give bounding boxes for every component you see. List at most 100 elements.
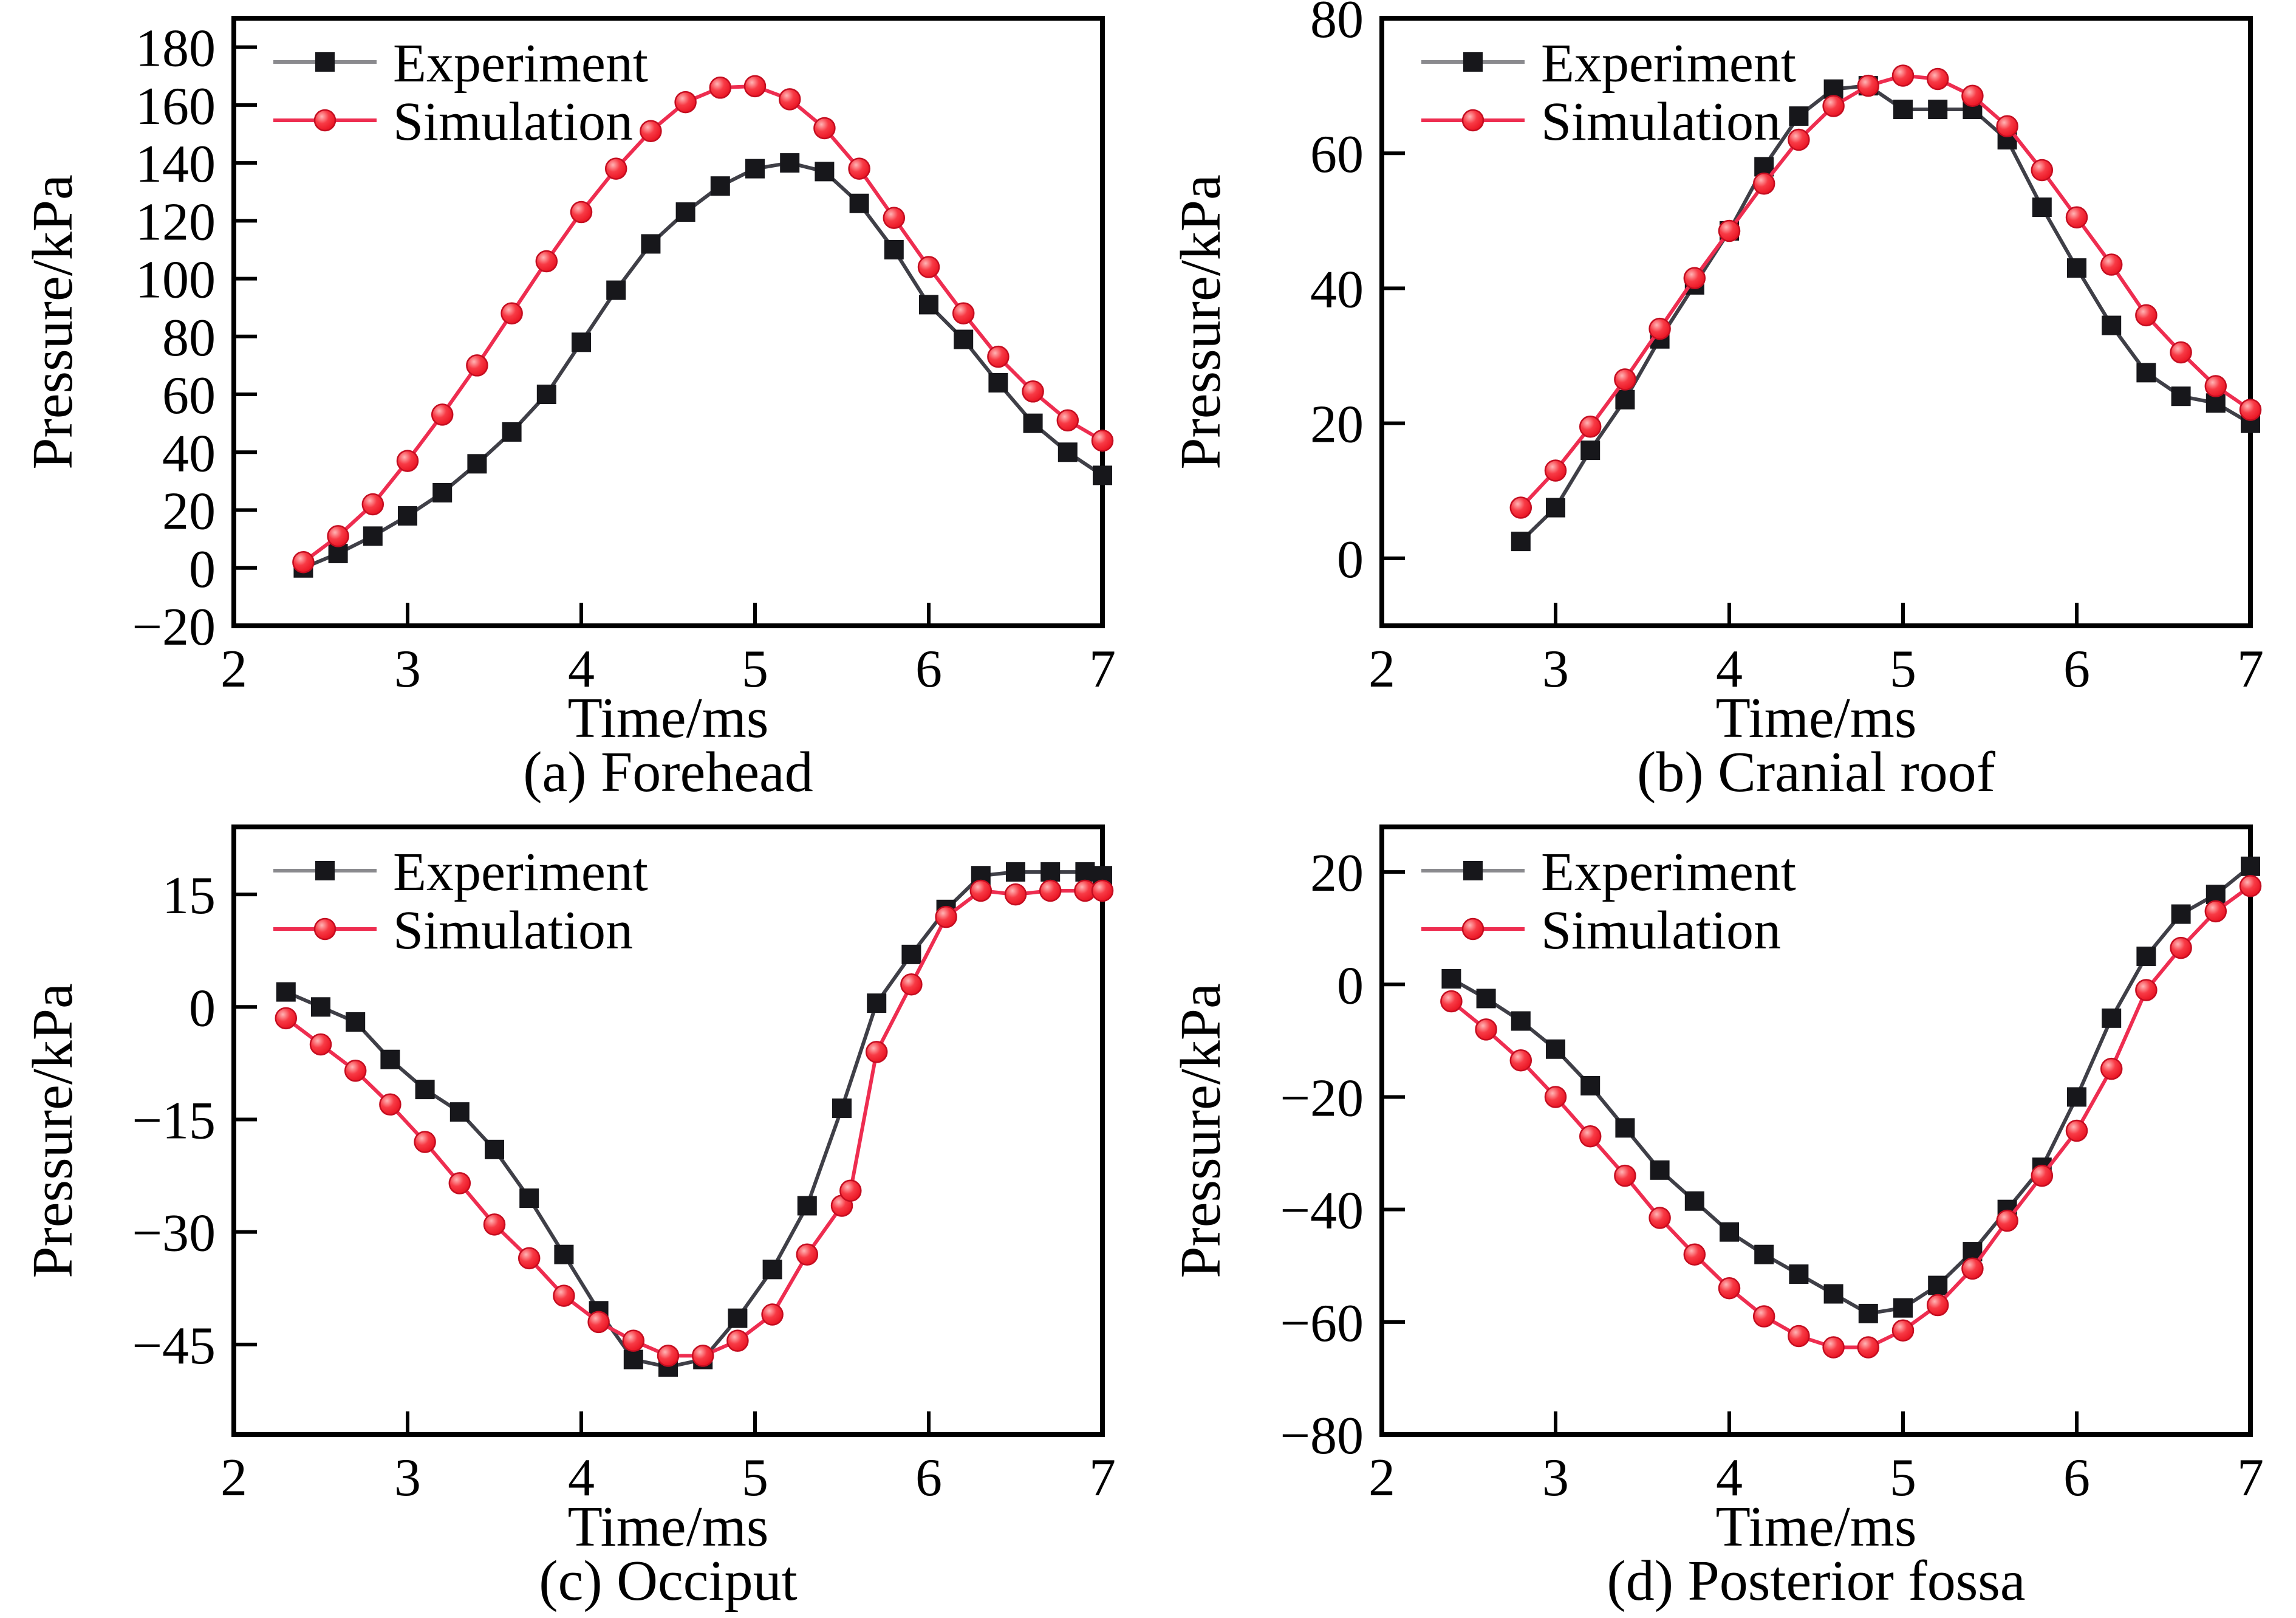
plot-box — [1379, 16, 2253, 628]
experiment-point — [1580, 440, 1601, 461]
experiment-point — [1789, 106, 1809, 126]
experiment-point — [1650, 1160, 1670, 1180]
x-tick-label: 5 — [742, 1448, 768, 1507]
x-tick-label: 6 — [2063, 640, 2090, 699]
experiment-point — [415, 1080, 435, 1100]
simulation-point — [448, 1172, 471, 1195]
experiment-point — [641, 234, 661, 254]
experiment-legend-marker — [315, 52, 335, 72]
experiment-markers — [1441, 856, 2260, 1323]
simulation-point — [952, 302, 975, 324]
simulation-point — [518, 1247, 541, 1270]
simulation-point — [883, 207, 906, 229]
simulation-point — [570, 201, 593, 224]
simulation-point — [1752, 172, 1775, 195]
y-axis-label: Pressure/kPa — [21, 983, 84, 1278]
x-tick-label: 5 — [1890, 1448, 1916, 1507]
plot-box — [231, 824, 1105, 1437]
y-tick-label: −30 — [132, 1204, 216, 1263]
x-tick-label: 6 — [915, 1448, 942, 1507]
simulation-point — [361, 493, 384, 516]
x-tick-label: 2 — [1368, 1448, 1395, 1507]
simulation-point — [2100, 253, 2123, 276]
experiment-point — [919, 295, 938, 315]
simulation-point — [1544, 459, 1567, 482]
y-tick-label: −60 — [1280, 1294, 1364, 1353]
simulation-point — [1509, 496, 1532, 519]
simulation-point — [1579, 1125, 1602, 1148]
chart-caption-posterior-fossa: (d) Posterior fossa — [1607, 1549, 2026, 1613]
y-tick-label: 40 — [162, 424, 216, 483]
simulation-point — [2204, 375, 2227, 397]
legend-entry-experiment: Experiment — [1421, 33, 1796, 94]
simulation-point — [501, 302, 523, 324]
experiment-point — [554, 1244, 574, 1264]
simulation-point — [2031, 1164, 2054, 1187]
x-tick-label: 5 — [742, 640, 768, 699]
y-tick-label: 60 — [1310, 125, 1364, 184]
chart-posterior-fossa: 2 3 4 5 6 7 20 0 −20 −40 −60 −80 Time/ms Pressure/kPa… — [1169, 824, 2264, 1558]
y-tick-label: 80 — [162, 309, 216, 368]
simulation-legend-label: Simulation — [393, 92, 633, 152]
simulation-legend-marker — [313, 917, 337, 941]
experiment-point — [1615, 1118, 1635, 1138]
simulation-point — [1891, 64, 1915, 87]
experiment-point — [432, 482, 453, 502]
simulation-point — [1961, 84, 1984, 108]
simulation-point — [1891, 1319, 1915, 1342]
simulation-point — [1996, 1209, 2018, 1232]
x-tick-label: 7 — [2237, 640, 2264, 699]
y-tick-label: 15 — [162, 866, 216, 925]
experiment-point — [449, 1102, 470, 1122]
experiment-point — [1893, 1298, 1913, 1318]
experiment-markers — [293, 153, 1112, 578]
y-tick-label: 100 — [135, 251, 216, 310]
experiment-line — [1519, 84, 2252, 544]
chart-caption-forehead: (a) Forehead — [523, 741, 813, 804]
simulation-point — [1857, 1336, 1880, 1359]
simulation-point — [1996, 115, 2018, 138]
simulation-markers — [275, 879, 1114, 1367]
simulation-point — [396, 450, 419, 472]
experiment-point — [1040, 862, 1061, 882]
simulation-markers — [292, 75, 1114, 574]
simulation-point — [640, 120, 662, 142]
simulation-point — [1683, 267, 1706, 290]
x-tick-label: 3 — [1542, 640, 1569, 699]
experiment-point — [762, 1260, 782, 1280]
simulation-point — [935, 905, 957, 928]
panel-cranial-roof: 2 3 4 5 6 7 0 20 40 60 80 Time/ms Pressure/kPa Experi… — [1148, 0, 2296, 809]
simulation-point — [535, 250, 558, 273]
y-tick-label: −80 — [1280, 1407, 1364, 1465]
y-tick-label: 40 — [1310, 260, 1364, 319]
legend-entry-experiment: Experiment — [1421, 842, 1796, 902]
experiment-point — [485, 1139, 504, 1159]
y-tick-label: 0 — [189, 540, 216, 599]
experiment-point — [363, 526, 383, 546]
experiment-point — [1511, 1011, 1531, 1031]
experiment-legend-marker — [315, 861, 335, 880]
simulation-markers — [1440, 874, 2262, 1359]
y-axis-label: Pressure/kPa — [1169, 983, 1232, 1278]
experiment-point — [1476, 989, 1496, 1009]
x-tick-label: 6 — [915, 640, 942, 699]
experiment-line — [301, 161, 1104, 570]
simulation-point — [414, 1131, 436, 1153]
x-tick-label: 2 — [220, 1448, 247, 1507]
experiment-point — [2067, 258, 2086, 278]
experiment-legend-label: Experiment — [1541, 842, 1796, 902]
y-tick-label: −45 — [132, 1317, 216, 1376]
simulation-point — [466, 354, 488, 377]
simulation-point — [379, 1093, 401, 1116]
simulation-point — [917, 256, 940, 278]
experiment-point — [380, 1049, 400, 1069]
simulation-point — [1544, 1086, 1567, 1108]
experiment-point — [1075, 862, 1095, 882]
simulation-point — [691, 1345, 714, 1367]
y-axis-label: Pressure/kPa — [21, 174, 84, 470]
experiment-point — [1928, 100, 1948, 119]
simulation-point — [1649, 317, 1671, 340]
simulation-line — [301, 84, 1104, 564]
x-tick-label: 2 — [1368, 640, 1395, 699]
